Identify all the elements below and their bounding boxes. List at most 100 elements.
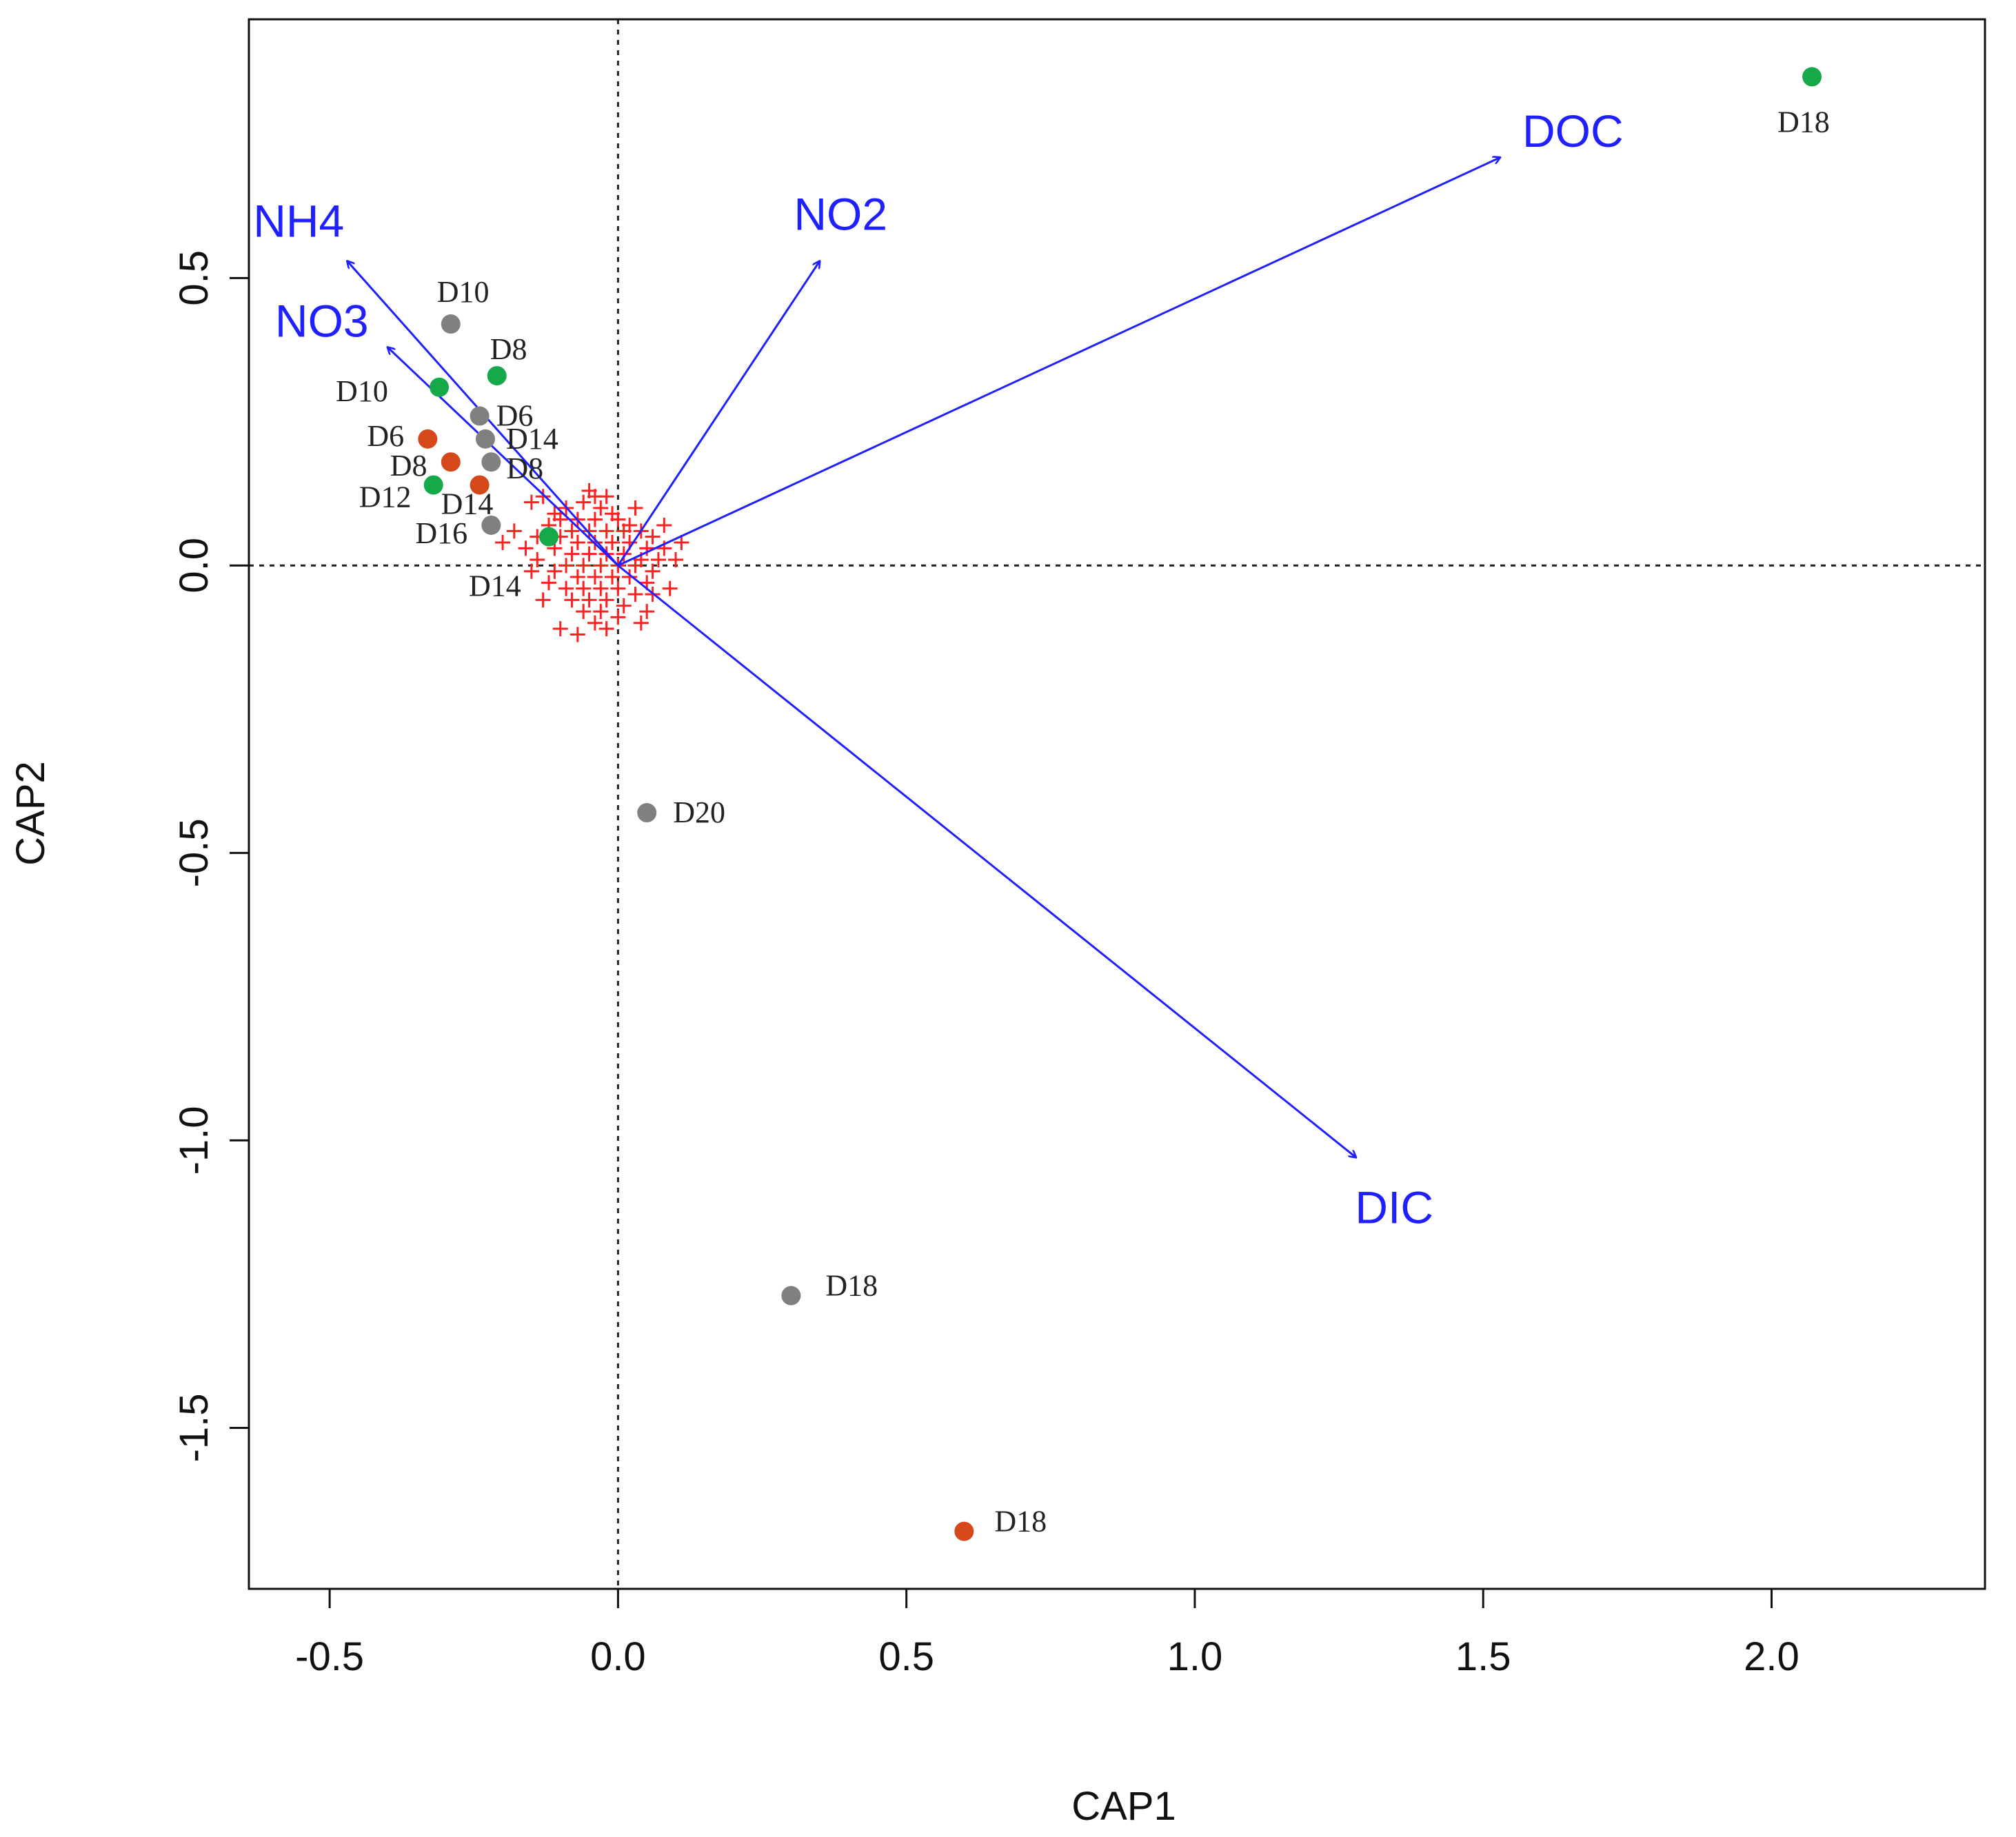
species-point bbox=[639, 540, 655, 556]
species-point bbox=[564, 592, 580, 608]
species-point bbox=[616, 523, 632, 539]
site-point-grey bbox=[470, 406, 490, 426]
site-label: D18 bbox=[994, 1505, 1047, 1539]
species-point bbox=[593, 580, 609, 596]
site-point-grey bbox=[441, 314, 461, 334]
x-tick-label: 0.0 bbox=[590, 1634, 646, 1679]
species-point bbox=[576, 494, 592, 510]
species-point bbox=[598, 489, 614, 505]
vector-label-dic: DIC bbox=[1355, 1181, 1433, 1232]
species-point bbox=[552, 621, 568, 637]
site-point-grey bbox=[781, 1286, 801, 1306]
y-tick-label: 0.0 bbox=[172, 538, 216, 593]
species-point bbox=[581, 546, 597, 562]
species-point bbox=[622, 569, 638, 585]
species-point bbox=[668, 552, 684, 568]
x-axis: -0.5 0.0 0.5 1.0 1.5 2.0 bbox=[295, 1587, 1800, 1679]
species-point bbox=[530, 552, 545, 568]
species-point bbox=[598, 523, 614, 539]
site-point-grey bbox=[481, 515, 501, 535]
species-point bbox=[569, 627, 585, 642]
site-point-green bbox=[487, 366, 507, 386]
species-point bbox=[558, 580, 574, 596]
species-point bbox=[610, 609, 626, 625]
species-point bbox=[593, 500, 609, 516]
species-point bbox=[645, 529, 661, 545]
species-point bbox=[645, 563, 661, 579]
site-point-green bbox=[430, 377, 450, 397]
site-label: D18 bbox=[1777, 105, 1830, 139]
site-label: D6 bbox=[496, 399, 534, 433]
vector-arrow-doc bbox=[617, 157, 1500, 567]
species-point bbox=[639, 604, 655, 620]
species-points bbox=[495, 483, 689, 642]
site-label: D8 bbox=[390, 449, 427, 483]
species-point bbox=[627, 558, 643, 574]
site-point-orange bbox=[470, 475, 490, 495]
x-tick-label: -0.5 bbox=[295, 1634, 364, 1679]
species-point bbox=[518, 540, 534, 556]
species-point bbox=[598, 621, 614, 637]
site-point-orange bbox=[954, 1521, 974, 1541]
vector-arrow-no3 bbox=[387, 347, 619, 567]
site-label: D8 bbox=[506, 451, 543, 485]
vector-label-doc: DOC bbox=[1522, 105, 1624, 156]
y-axis: -1.5 -1.0 -0.5 0.0 0.5 bbox=[172, 250, 250, 1462]
site-label: D16 bbox=[415, 516, 467, 550]
site-label: D6 bbox=[367, 419, 404, 453]
x-tick-label: 0.5 bbox=[878, 1634, 934, 1679]
plot-frame bbox=[248, 18, 1986, 1590]
species-point bbox=[569, 535, 585, 550]
site-label: D8 bbox=[490, 332, 527, 366]
vector-label-no3: NO3 bbox=[275, 295, 369, 346]
species-point bbox=[569, 569, 585, 585]
species-point bbox=[535, 489, 551, 505]
x-axis-title: CAP1 bbox=[1071, 1784, 1176, 1829]
species-point bbox=[523, 563, 539, 579]
y-tick-label: -1.5 bbox=[172, 1393, 216, 1462]
species-point bbox=[547, 563, 563, 579]
species-point bbox=[593, 604, 609, 620]
site-point-orange bbox=[418, 429, 438, 449]
species-point bbox=[627, 500, 643, 516]
species-point bbox=[535, 592, 551, 608]
species-point bbox=[581, 483, 597, 498]
species-point bbox=[616, 598, 632, 613]
species-point bbox=[662, 580, 678, 596]
species-point bbox=[593, 558, 609, 574]
species-point bbox=[581, 592, 597, 608]
species-point bbox=[576, 604, 592, 620]
species-point bbox=[656, 517, 672, 533]
species-point bbox=[587, 569, 603, 585]
y-tick-label: -1.0 bbox=[172, 1106, 216, 1175]
site-label: D12 bbox=[359, 480, 412, 514]
species-point bbox=[576, 558, 592, 574]
species-point bbox=[564, 523, 580, 539]
vector-arrow-no2 bbox=[617, 261, 820, 567]
species-point bbox=[541, 575, 557, 591]
site-label: D14 bbox=[441, 487, 494, 521]
species-point bbox=[587, 511, 603, 527]
x-tick-label: 1.0 bbox=[1167, 1634, 1223, 1679]
vector-label-nh4: NH4 bbox=[253, 195, 344, 246]
species-point bbox=[633, 615, 649, 631]
site-point-grey bbox=[475, 429, 495, 449]
site-label: D10 bbox=[336, 374, 388, 408]
y-tick-label: -0.5 bbox=[172, 818, 216, 887]
species-point bbox=[587, 615, 603, 631]
vector-arrow-dic bbox=[617, 565, 1356, 1157]
species-point bbox=[564, 546, 580, 562]
species-point bbox=[547, 506, 563, 522]
environmental-vectors: NH4 NO3 NO2 DOC DIC bbox=[253, 105, 1623, 1232]
site-label: D18 bbox=[825, 1269, 878, 1303]
species-point bbox=[558, 558, 574, 574]
species-point bbox=[523, 494, 539, 510]
site-point-green bbox=[1802, 67, 1822, 87]
x-tick-label: 1.5 bbox=[1455, 1634, 1511, 1679]
site-label: D20 bbox=[673, 795, 725, 829]
species-point bbox=[610, 580, 626, 596]
site-label: D10 bbox=[437, 275, 490, 309]
y-axis-title: CAP2 bbox=[8, 761, 53, 866]
